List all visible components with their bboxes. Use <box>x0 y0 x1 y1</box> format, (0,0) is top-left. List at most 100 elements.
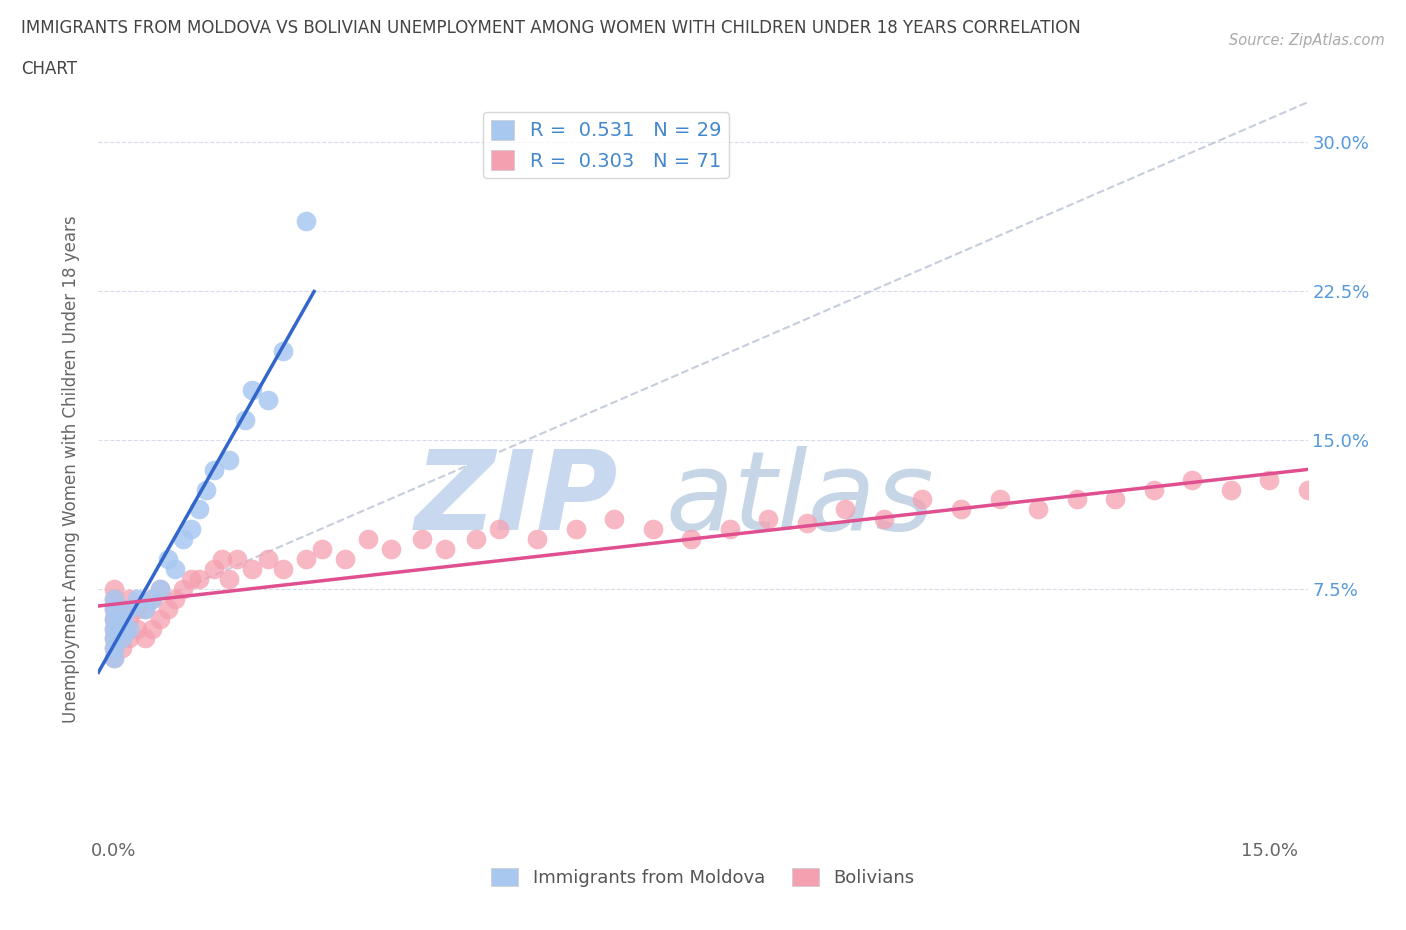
Point <box>257 392 280 407</box>
Point <box>110 631 132 645</box>
Point <box>103 651 125 666</box>
Legend: Immigrants from Moldova, Bolivians: Immigrants from Moldova, Bolivians <box>484 860 922 894</box>
Point <box>118 611 141 626</box>
Point <box>271 562 294 577</box>
Point <box>172 581 194 596</box>
Point <box>156 551 179 566</box>
Point <box>110 611 132 626</box>
Point <box>134 601 156 616</box>
Point <box>1296 482 1319 497</box>
Point <box>103 631 125 645</box>
Point <box>242 383 264 398</box>
Point <box>103 641 125 656</box>
Point <box>295 214 318 229</box>
Point <box>172 532 194 547</box>
Point <box>1334 472 1357 487</box>
Point <box>718 522 741 537</box>
Point <box>202 462 225 477</box>
Point <box>103 591 125 606</box>
Point <box>681 532 703 547</box>
Point <box>187 571 209 586</box>
Point <box>149 581 172 596</box>
Point <box>103 621 125 636</box>
Point <box>526 532 548 547</box>
Point <box>195 482 218 497</box>
Point <box>110 621 132 636</box>
Point <box>180 571 202 586</box>
Point <box>488 522 510 537</box>
Point <box>1219 482 1241 497</box>
Point <box>110 621 132 636</box>
Point <box>271 343 294 358</box>
Point <box>149 581 172 596</box>
Point <box>125 591 148 606</box>
Point <box>134 631 156 645</box>
Point <box>758 512 780 526</box>
Y-axis label: Unemployment Among Women with Children Under 18 years: Unemployment Among Women with Children U… <box>62 216 80 724</box>
Point <box>218 571 240 586</box>
Point <box>796 516 818 531</box>
Point <box>433 541 456 556</box>
Point <box>156 601 179 616</box>
Point <box>202 562 225 577</box>
Point <box>110 641 132 656</box>
Point <box>103 621 125 636</box>
Point <box>311 541 333 556</box>
Text: CHART: CHART <box>21 60 77 78</box>
Point <box>1181 472 1204 487</box>
Point <box>103 581 125 596</box>
Point <box>1066 492 1088 507</box>
Point <box>357 532 380 547</box>
Text: atlas: atlas <box>665 445 934 552</box>
Point <box>125 621 148 636</box>
Point <box>988 492 1011 507</box>
Point <box>118 631 141 645</box>
Point <box>333 551 356 566</box>
Point <box>187 502 209 517</box>
Point <box>103 651 125 666</box>
Point <box>1374 462 1396 477</box>
Point <box>110 601 132 616</box>
Point <box>118 601 141 616</box>
Text: IMMIGRANTS FROM MOLDOVA VS BOLIVIAN UNEMPLOYMENT AMONG WOMEN WITH CHILDREN UNDER: IMMIGRANTS FROM MOLDOVA VS BOLIVIAN UNEM… <box>21 19 1081 36</box>
Point <box>103 591 125 606</box>
Point <box>165 591 187 606</box>
Point <box>641 522 664 537</box>
Point <box>118 621 141 636</box>
Point <box>118 591 141 606</box>
Point <box>1104 492 1126 507</box>
Point <box>149 611 172 626</box>
Point <box>103 601 125 616</box>
Point <box>218 452 240 467</box>
Point <box>565 522 588 537</box>
Point <box>295 551 318 566</box>
Point <box>950 502 973 517</box>
Point <box>233 413 256 428</box>
Text: ZIP: ZIP <box>415 445 619 552</box>
Point <box>103 611 125 626</box>
Point <box>165 562 187 577</box>
Point <box>134 601 156 616</box>
Point <box>103 611 125 626</box>
Point <box>141 621 163 636</box>
Point <box>103 601 125 616</box>
Point <box>226 551 249 566</box>
Point <box>1142 482 1164 497</box>
Point <box>911 492 934 507</box>
Point <box>180 522 202 537</box>
Point <box>1026 502 1049 517</box>
Point <box>411 532 433 547</box>
Point <box>211 551 233 566</box>
Point <box>464 532 486 547</box>
Point <box>834 502 856 517</box>
Point <box>873 512 896 526</box>
Point <box>110 631 132 645</box>
Point <box>141 591 163 606</box>
Point <box>1258 472 1281 487</box>
Point <box>257 551 280 566</box>
Point <box>141 591 163 606</box>
Point <box>103 641 125 656</box>
Point <box>603 512 626 526</box>
Point <box>242 562 264 577</box>
Text: Source: ZipAtlas.com: Source: ZipAtlas.com <box>1229 33 1385 47</box>
